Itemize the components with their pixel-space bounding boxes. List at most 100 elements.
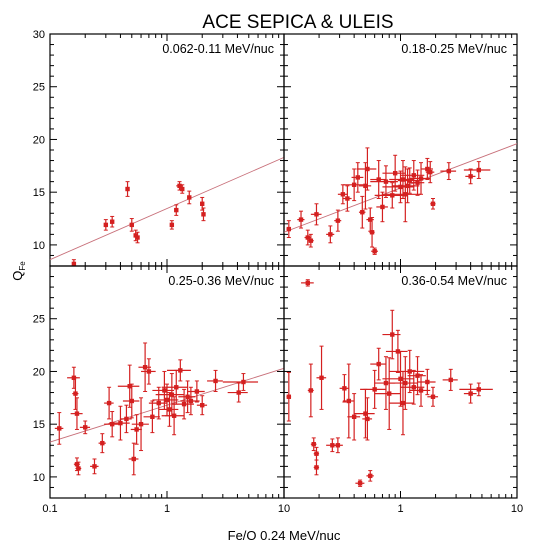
point-marker bbox=[328, 232, 333, 237]
point-marker bbox=[180, 186, 185, 192]
point-marker bbox=[178, 368, 183, 373]
point-marker bbox=[398, 184, 403, 190]
point-marker bbox=[308, 388, 314, 393]
point-marker bbox=[372, 249, 377, 254]
panel-bottom-left: 10 15 20 25 0.25-0.36 MeV/nuc bbox=[33, 265, 285, 499]
points-group bbox=[54, 342, 259, 476]
point-marker bbox=[118, 420, 123, 426]
data-point bbox=[430, 198, 436, 210]
point-marker bbox=[124, 416, 129, 422]
point-marker bbox=[73, 391, 78, 396]
data-point bbox=[207, 369, 223, 392]
data-point bbox=[180, 184, 185, 194]
data-point bbox=[427, 386, 439, 407]
points-group bbox=[71, 181, 206, 266]
point-marker bbox=[127, 384, 132, 389]
data-point bbox=[104, 411, 120, 438]
data-point bbox=[356, 147, 377, 191]
data-point bbox=[227, 382, 248, 403]
data-point bbox=[77, 265, 82, 266]
data-point bbox=[152, 370, 175, 410]
points-group bbox=[286, 279, 493, 487]
point-marker bbox=[169, 222, 175, 228]
data-point bbox=[174, 204, 179, 216]
point-marker bbox=[138, 421, 144, 427]
y-tick-label: 15 bbox=[33, 419, 45, 431]
data-point bbox=[297, 210, 305, 229]
point-marker bbox=[319, 375, 324, 380]
point-marker bbox=[335, 218, 341, 223]
point-marker bbox=[308, 238, 314, 243]
point-marker bbox=[181, 401, 187, 407]
data-point bbox=[178, 380, 196, 414]
data-point bbox=[389, 349, 425, 394]
point-marker bbox=[311, 442, 316, 447]
point-marker bbox=[418, 388, 424, 393]
data-point bbox=[374, 357, 401, 430]
data-point bbox=[376, 191, 388, 223]
point-marker bbox=[430, 394, 436, 399]
data-point bbox=[187, 380, 205, 403]
point-marker bbox=[383, 380, 389, 386]
point-marker bbox=[167, 407, 172, 412]
data-point bbox=[366, 470, 374, 482]
point-marker bbox=[129, 222, 134, 228]
point-marker bbox=[380, 204, 385, 210]
point-marker bbox=[236, 390, 241, 395]
data-point bbox=[421, 157, 433, 181]
y-axis-label: QFe bbox=[10, 261, 27, 281]
point-marker bbox=[403, 192, 408, 197]
point-marker bbox=[174, 207, 179, 213]
point-marker bbox=[74, 411, 80, 416]
point-marker bbox=[383, 179, 389, 184]
point-marker bbox=[363, 411, 368, 416]
point-marker bbox=[411, 385, 416, 390]
data-point bbox=[389, 370, 414, 436]
point-marker bbox=[360, 210, 365, 215]
data-point bbox=[103, 219, 109, 231]
point-marker bbox=[468, 391, 473, 396]
data-point bbox=[54, 412, 64, 445]
point-marker bbox=[398, 376, 403, 382]
point-marker bbox=[415, 180, 420, 185]
data-point bbox=[347, 393, 361, 441]
data-point bbox=[75, 461, 82, 476]
data-point bbox=[362, 397, 373, 441]
point-marker bbox=[174, 385, 179, 390]
data-point bbox=[286, 372, 292, 422]
data-point bbox=[120, 404, 132, 434]
data-point bbox=[310, 203, 322, 226]
y-axis-label-main: Q bbox=[10, 271, 25, 281]
data-point bbox=[370, 160, 386, 200]
data-point bbox=[158, 392, 179, 427]
data-point bbox=[392, 168, 420, 204]
data-point bbox=[369, 216, 375, 248]
data-point bbox=[366, 207, 374, 232]
point-marker bbox=[187, 195, 192, 200]
x-tick-label: 1 bbox=[164, 503, 170, 515]
point-marker bbox=[146, 369, 152, 374]
point-marker bbox=[365, 166, 370, 172]
point-marker bbox=[200, 403, 205, 408]
point-marker bbox=[368, 217, 373, 222]
data-point bbox=[171, 388, 194, 420]
point-marker bbox=[392, 171, 398, 176]
point-marker bbox=[376, 361, 381, 367]
point-marker bbox=[188, 398, 194, 404]
data-point bbox=[400, 160, 425, 191]
y-tick-label: 30 bbox=[33, 29, 45, 41]
y-tick-label: 10 bbox=[33, 240, 45, 252]
point-marker bbox=[351, 182, 357, 187]
data-point bbox=[143, 400, 160, 434]
data-point bbox=[135, 231, 140, 244]
data-point bbox=[129, 218, 134, 232]
x-tick-label: 0.1 bbox=[42, 503, 57, 515]
data-point bbox=[326, 225, 335, 244]
y-tick-label: 25 bbox=[33, 82, 45, 94]
point-marker bbox=[200, 201, 205, 206]
point-marker bbox=[468, 174, 473, 179]
point-marker bbox=[407, 178, 412, 183]
y-tick-label: 25 bbox=[33, 314, 45, 326]
panels-group: 10 15 20 25 30 0.062-0.11 MeV/nuc 0.18-0.25 Me… bbox=[33, 29, 523, 515]
data-point bbox=[342, 363, 355, 439]
